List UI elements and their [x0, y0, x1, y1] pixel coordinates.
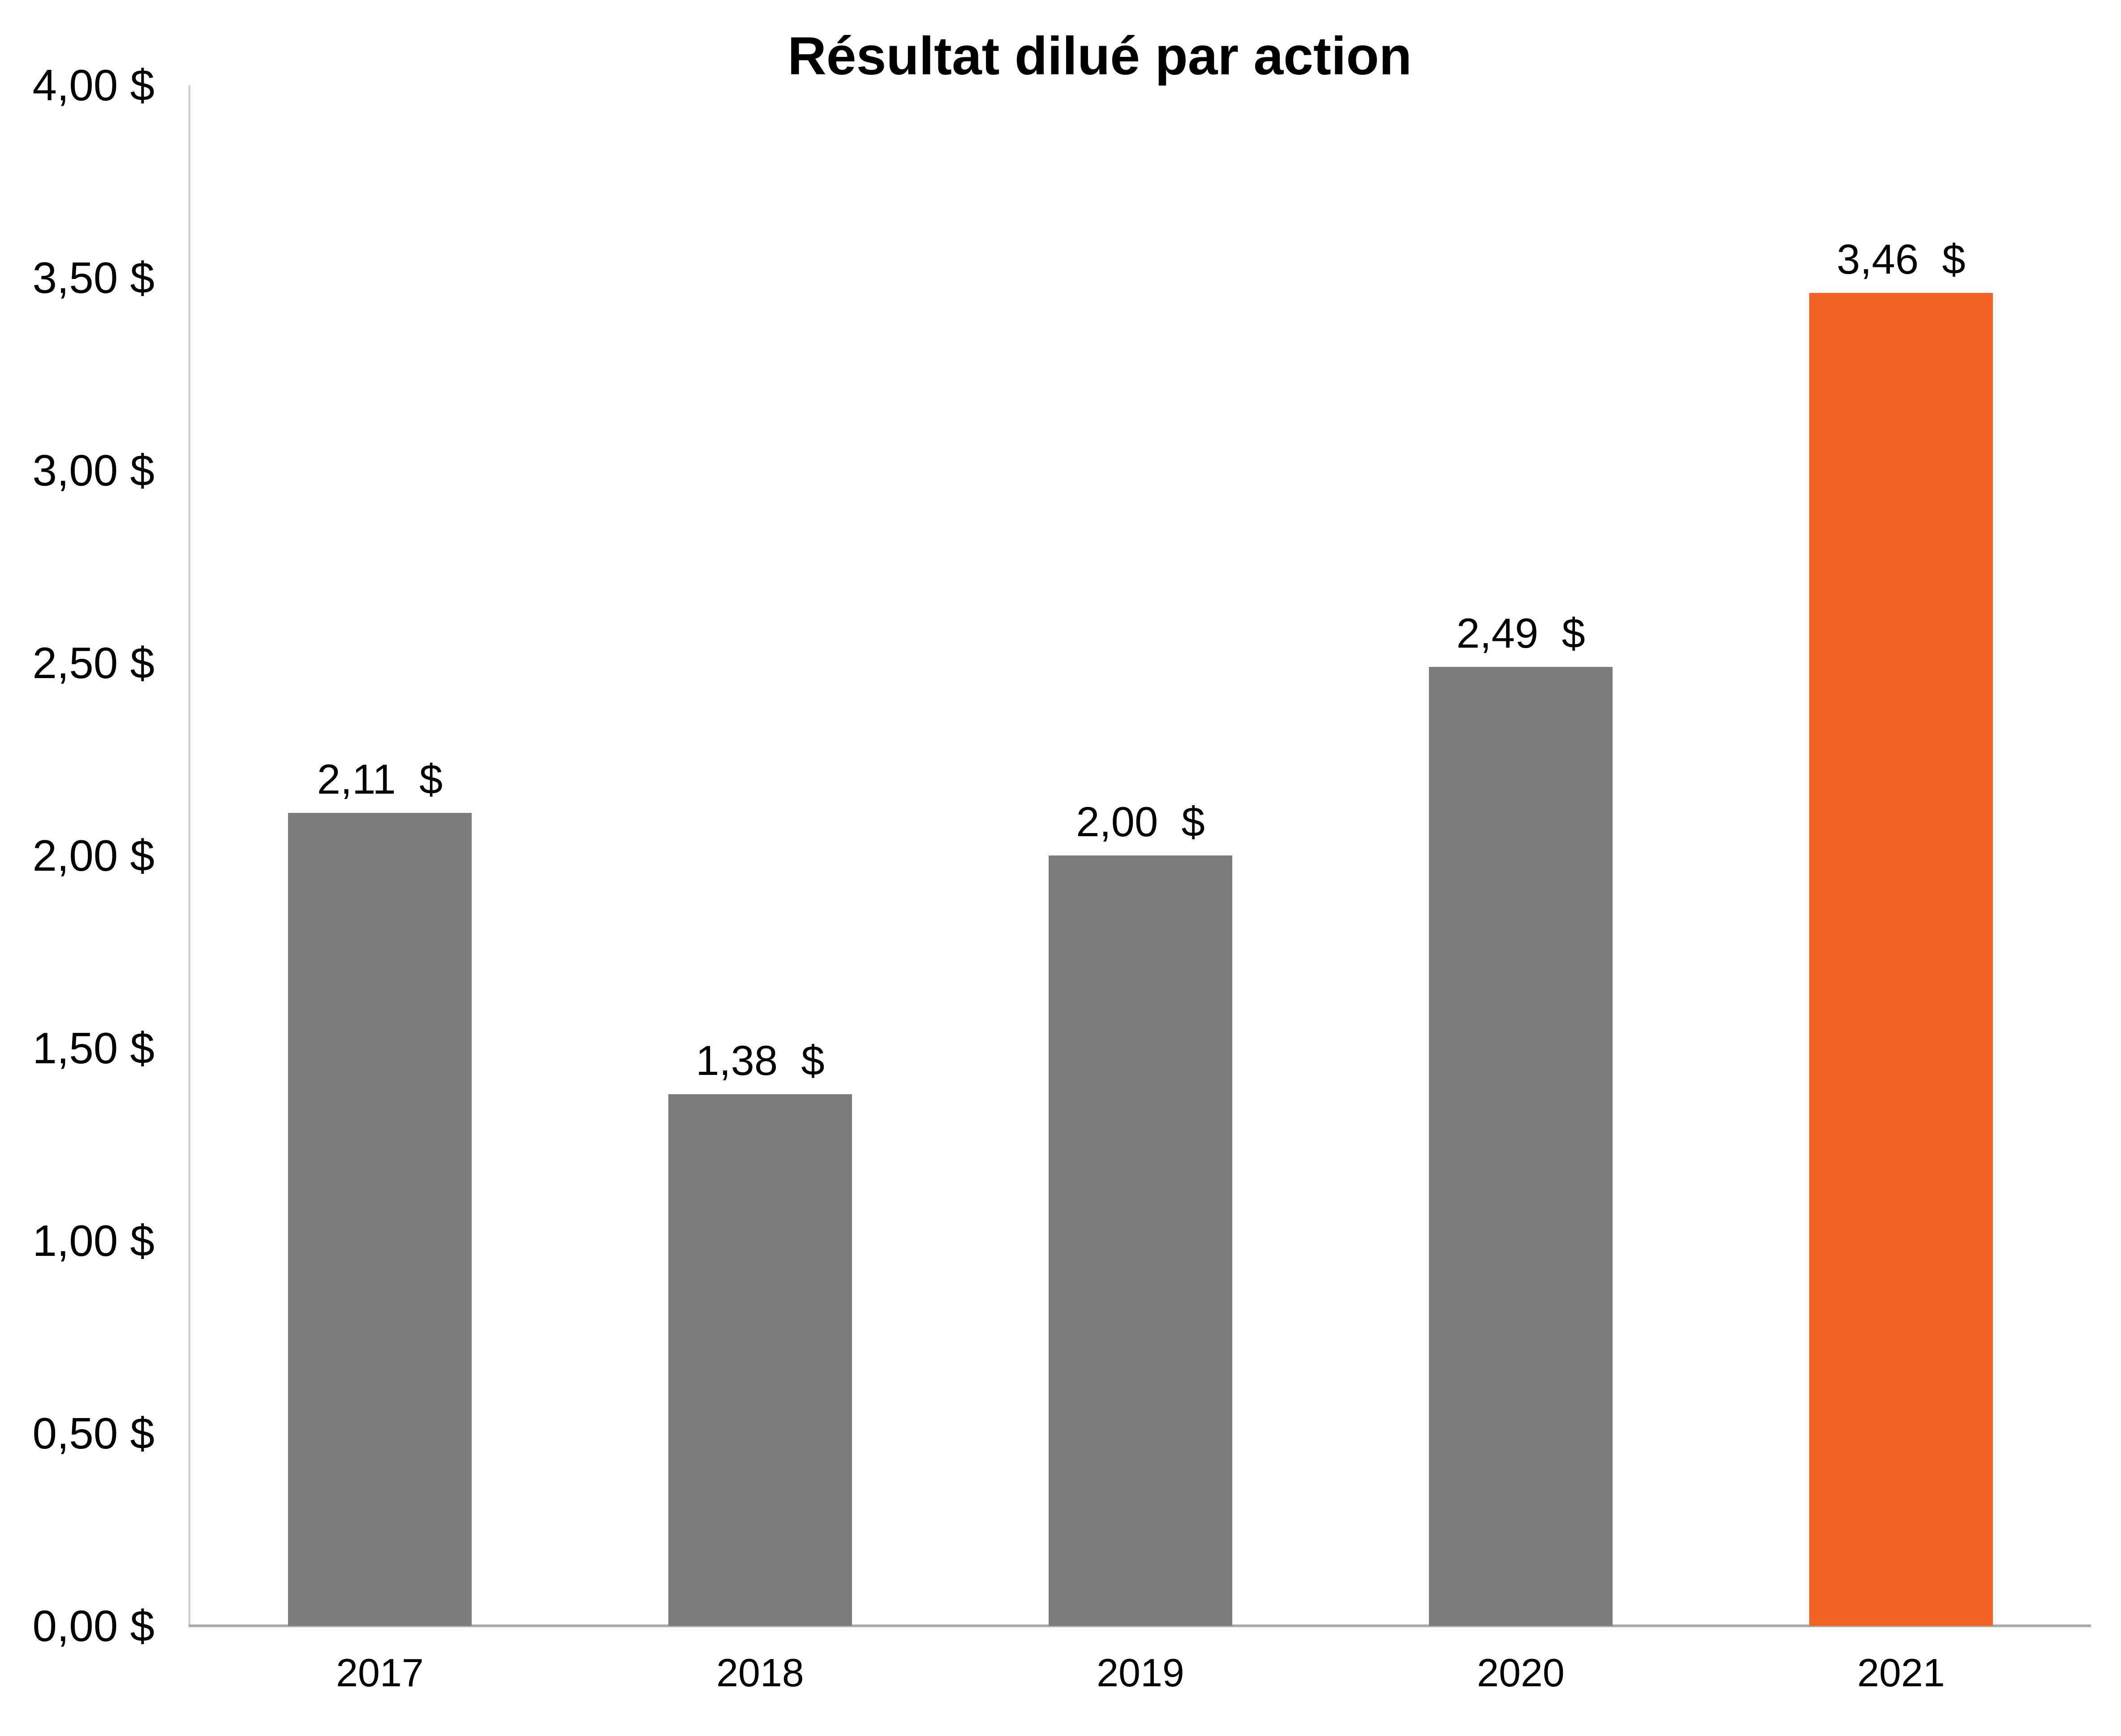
x-tick-label-2020: 2020 — [1477, 1650, 1565, 1695]
y-tick-label: 1,50 $ — [32, 1023, 155, 1073]
y-tick-label: 0,00 $ — [32, 1601, 155, 1650]
x-tick-label-2021: 2021 — [1857, 1650, 1945, 1695]
x-tick-label-2018: 2018 — [716, 1650, 804, 1695]
bar-value-label: 2,49 $ — [1456, 610, 1585, 657]
y-axis-line — [189, 85, 190, 1627]
bar-value-label: 3,46 $ — [1837, 236, 1966, 283]
y-tick-label: 3,00 $ — [32, 446, 155, 495]
y-tick-label: 2,00 $ — [32, 831, 155, 880]
y-tick-label: 1,00 $ — [32, 1216, 155, 1265]
bar-2020 — [1429, 667, 1613, 1626]
y-tick-label: 2,50 $ — [32, 638, 155, 688]
bar-2018 — [668, 1094, 852, 1626]
bar-value-label: 2,00 $ — [1076, 798, 1205, 845]
bar-2019 — [1049, 855, 1232, 1626]
chart-title: Résultat dilué par action — [787, 26, 1412, 86]
y-tick-label: 0,50 $ — [32, 1409, 155, 1458]
bar-value-label: 2,11 $ — [317, 756, 443, 803]
bar-value-label: 1,38 $ — [696, 1037, 825, 1084]
x-axis-line — [189, 1624, 2091, 1627]
bar-2021 — [1809, 293, 1993, 1626]
x-tick-label-2017: 2017 — [336, 1650, 424, 1695]
bar-2017 — [288, 813, 472, 1626]
x-tick-label-2019: 2019 — [1097, 1650, 1184, 1695]
y-tick-label: 3,50 $ — [32, 253, 155, 302]
y-tick-label: 4,00 $ — [32, 60, 155, 110]
